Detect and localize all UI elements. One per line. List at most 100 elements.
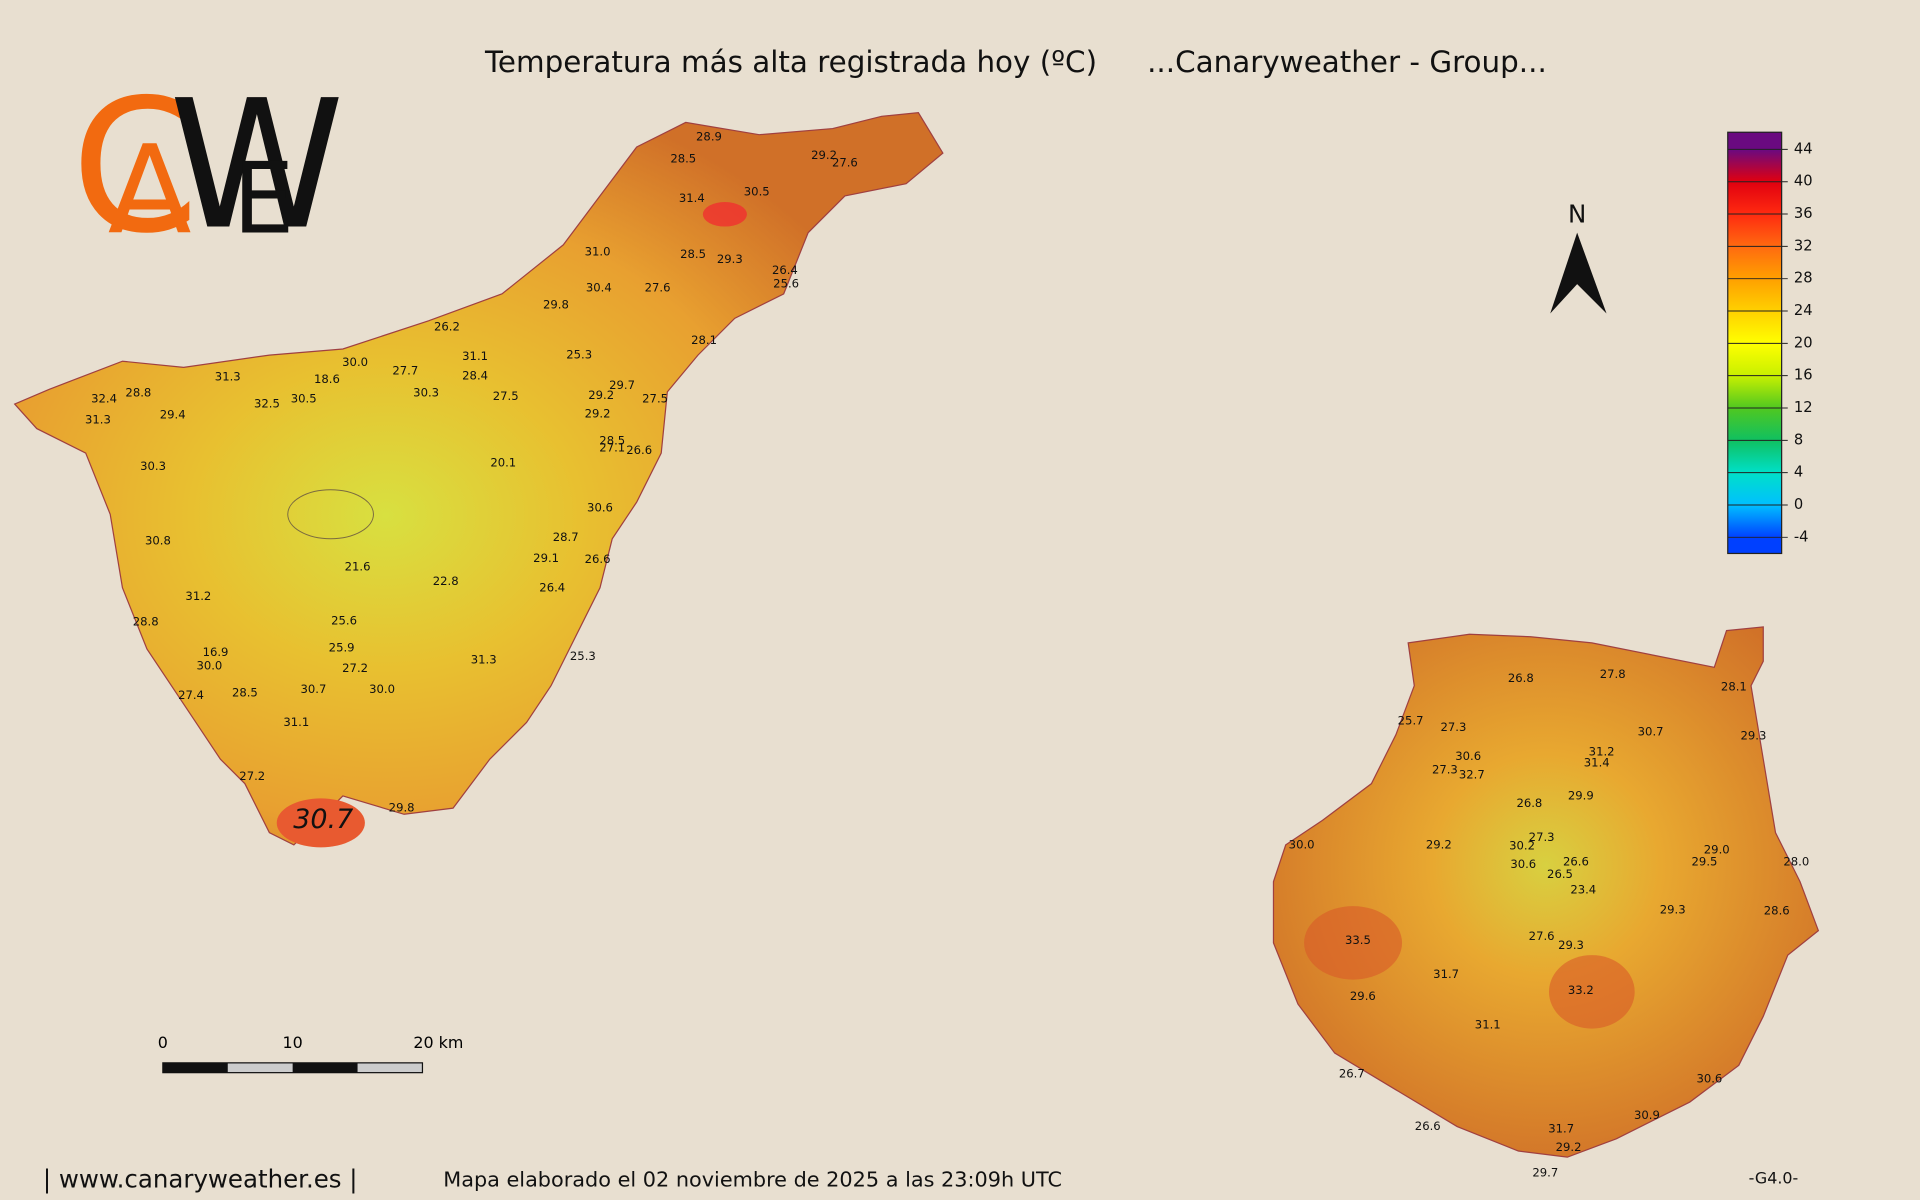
station-reading: 25.3 <box>570 649 596 663</box>
station-reading: 29.2 <box>1556 1140 1582 1154</box>
station-reading: 29.3 <box>717 252 743 266</box>
title: Temperatura más alta registrada hoy (ºC) <box>484 45 1097 79</box>
station-reading: 30.2 <box>1509 839 1535 853</box>
scale-segment <box>292 1062 358 1073</box>
logo-letter: E <box>233 143 295 257</box>
station-reading: 30.0 <box>369 682 395 696</box>
logo: C A W E <box>71 61 345 274</box>
colorbar-label: 24 <box>1794 302 1813 319</box>
station-reading: 30.6 <box>1455 749 1481 763</box>
colorbar-label: 0 <box>1794 496 1803 513</box>
station-reading: 29.2 <box>811 148 837 162</box>
colorbar-label: 32 <box>1794 237 1813 254</box>
station-reading: 26.8 <box>1508 671 1534 685</box>
station-reading: 29.3 <box>1741 728 1767 742</box>
station-reading: 32.4 <box>91 392 117 406</box>
station-reading: 30.9 <box>1634 1108 1660 1122</box>
station-reading: 29.0 <box>1704 842 1730 856</box>
station-reading: 27.2 <box>239 769 265 783</box>
station-reading: 30.5 <box>744 185 770 199</box>
hot-spot <box>1304 906 1403 980</box>
colorbar-label: 28 <box>1794 270 1813 287</box>
station-reading: 26.5 <box>1547 867 1573 881</box>
station-reading: 31.0 <box>585 245 611 259</box>
colorbar-label: 20 <box>1794 334 1813 351</box>
subtitle: ...Canaryweather - Group... <box>1147 45 1547 79</box>
north-label: N <box>1568 200 1586 229</box>
colorbar-label: 12 <box>1794 399 1813 416</box>
scale-bar: 0 10 20 km <box>158 1033 463 1074</box>
colorbar-label: 36 <box>1794 205 1813 222</box>
colorbar-label: 8 <box>1794 431 1803 448</box>
station-reading: 32.7 <box>1459 768 1485 782</box>
hot-spot <box>702 202 747 227</box>
logo-letter: W <box>169 62 345 269</box>
station-reading: 31.1 <box>1475 1017 1501 1031</box>
station-reading: 29.2 <box>588 388 614 402</box>
station-reading: 27.4 <box>178 688 204 702</box>
station-reading: 29.7 <box>1532 1166 1558 1180</box>
station-reading: 26.6 <box>626 443 652 457</box>
hot-spot <box>276 798 365 848</box>
station-reading: 28.8 <box>133 615 159 629</box>
contour <box>287 489 374 540</box>
station-reading: 31.3 <box>85 413 111 427</box>
station-reading: 27.6 <box>1529 929 1555 943</box>
station-reading: 31.4 <box>1584 755 1610 769</box>
station-reading: 31.2 <box>185 589 211 603</box>
footer-version: -G4.0- <box>1749 1169 1799 1188</box>
station-reading: 31.3 <box>471 653 497 667</box>
station-reading: 27.8 <box>1600 667 1626 681</box>
station-reading: 26.2 <box>434 319 460 333</box>
station-reading: 31.1 <box>283 715 309 729</box>
station-reading: 26.7 <box>1339 1066 1365 1080</box>
station-reading: 23.4 <box>1570 883 1596 897</box>
station-reading: 31.7 <box>1433 967 1459 981</box>
station-reading: 27.3 <box>1432 763 1458 777</box>
station-reading: 28.5 <box>670 152 696 166</box>
station-reading: 31.1 <box>462 349 488 363</box>
station-reading: 25.6 <box>773 277 799 291</box>
station-reading: 25.7 <box>1398 714 1424 728</box>
station-reading: 29.6 <box>1350 989 1376 1003</box>
station-reading: 30.3 <box>413 386 439 400</box>
station-reading: 28.5 <box>680 247 706 261</box>
station-reading: 27.3 <box>1441 720 1467 734</box>
station-reading: 32.5 <box>254 397 280 411</box>
station-reading: 29.7 <box>609 378 635 392</box>
station-reading: 28.7 <box>553 530 579 544</box>
station-reading: 29.2 <box>585 406 611 420</box>
station-reading: 30.0 <box>196 659 222 673</box>
station-reading: 21.6 <box>345 559 371 573</box>
station-reading: 30.5 <box>291 392 317 406</box>
station-reading: 27.6 <box>645 280 671 294</box>
scale-label: 0 <box>158 1033 168 1052</box>
station-reading: 27.7 <box>392 364 418 378</box>
station-reading: 25.6 <box>331 613 357 627</box>
colorbar <box>1727 131 1783 555</box>
station-reading: 31.2 <box>1589 744 1615 758</box>
station-reading: 26.6 <box>1563 855 1589 869</box>
station-reading: 28.4 <box>462 368 488 382</box>
scale-segment <box>162 1062 228 1073</box>
station-reading: 30.7 <box>1638 725 1664 739</box>
station-reading: 26.6 <box>585 552 611 566</box>
station-reading: 28.8 <box>125 386 151 400</box>
station-reading: 28.5 <box>599 433 625 447</box>
highlight-reading: 30.7 <box>293 804 353 835</box>
logo-letter: C <box>71 61 199 274</box>
station-reading: 27.6 <box>832 155 858 169</box>
scale-label: 10 <box>283 1033 303 1052</box>
station-reading: 28.6 <box>1764 904 1790 918</box>
station-reading: 30.6 <box>1510 857 1536 871</box>
colorbar-label: -4 <box>1794 528 1809 545</box>
station-reading: 29.8 <box>543 297 569 311</box>
footer-date: Mapa elaborado el 02 noviembre de 2025 a… <box>443 1167 1062 1191</box>
station-reading: 28.0 <box>1783 855 1809 869</box>
station-reading: 30.0 <box>1289 837 1315 851</box>
station-reading: 29.4 <box>160 408 186 422</box>
station-reading: 31.7 <box>1548 1121 1574 1135</box>
station-reading: 20.1 <box>490 455 516 469</box>
arrow <box>1550 232 1607 314</box>
